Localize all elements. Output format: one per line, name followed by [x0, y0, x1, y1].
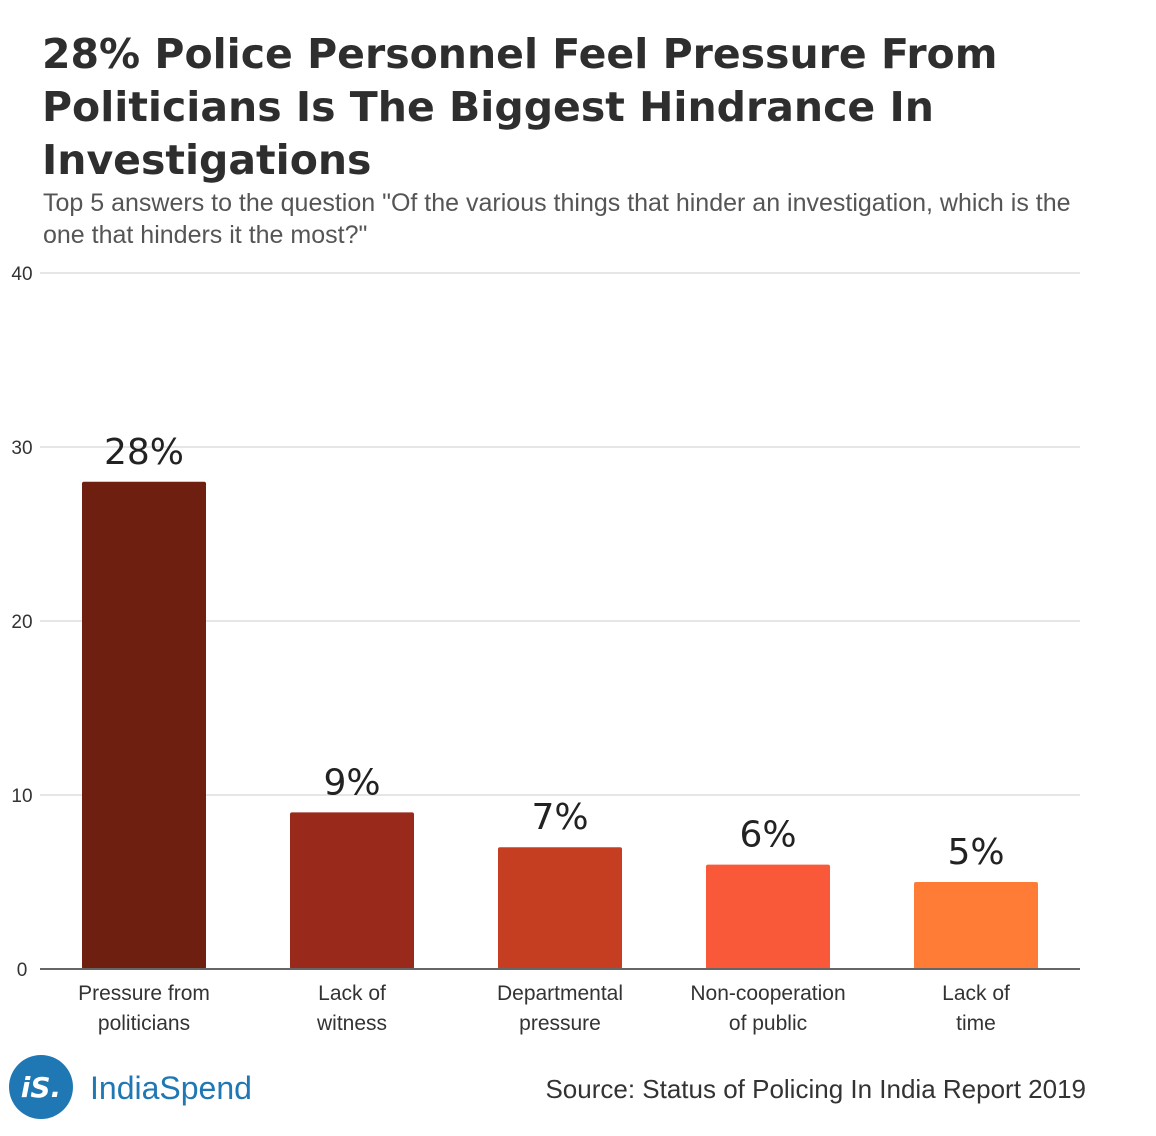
x-tick-label: Lack of	[318, 982, 386, 1005]
x-tick-label: pressure	[519, 1012, 601, 1035]
source-note: Source: Status of Policing In India Repo…	[545, 1074, 1086, 1104]
y-tick-label: 0	[17, 960, 28, 981]
x-tick-label: witness	[316, 1012, 387, 1035]
y-tick-label: 10	[11, 786, 32, 807]
chart-subtitle: Top 5 answers to the question "Of the va…	[43, 189, 1071, 249]
bar	[498, 847, 622, 969]
data-label: 7%	[531, 797, 588, 838]
indiaspend-logo: iS.	[9, 1055, 73, 1119]
logo-text: iS.	[21, 1071, 61, 1104]
data-label: 6%	[739, 815, 796, 856]
data-label: 5%	[947, 832, 1004, 873]
bar	[82, 481, 206, 969]
x-tick-label: politicians	[98, 1012, 190, 1035]
y-tick-label: 20	[11, 612, 32, 633]
y-tick-label: 30	[11, 438, 32, 459]
y-tick-label: 40	[11, 264, 32, 285]
x-tick-label: Lack of	[942, 982, 1010, 1005]
x-tick-label: time	[956, 1012, 996, 1035]
bar	[914, 882, 1038, 969]
data-label: 9%	[323, 762, 380, 803]
chart-title: 28% Police Personnel Feel Pressure From …	[42, 30, 998, 184]
brand-name: IndiaSpend	[90, 1070, 252, 1106]
bar	[290, 812, 414, 969]
x-tick-label: Non-cooperation	[690, 982, 845, 1005]
x-tick-label: Departmental	[497, 982, 623, 1005]
data-label: 28%	[104, 432, 184, 473]
bar	[706, 864, 830, 969]
x-tick-label: of public	[729, 1012, 807, 1035]
x-tick-label: Pressure from	[78, 982, 210, 1005]
